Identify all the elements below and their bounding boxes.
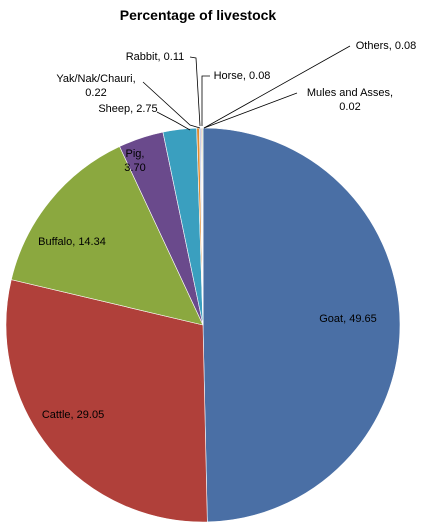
slice-label-buffalo: Buffalo, 14.34 [38,236,106,248]
slice-label-horse: Horse, 0.08 [214,70,271,82]
leader-line-mules-and-asses [203,92,298,129]
slice-label-mules-and-asses: Mules and Asses, 0.02 [307,87,393,113]
slice-label-yak-nak-chauri: Yak/Nak/Chauri, 0.22 [56,73,135,99]
pie-slice-buffalo [10,146,204,326]
slice-label-rabbit: Rabbit, 0.11 [126,51,185,63]
leader-line-horse [201,75,210,126]
leader-lines [142,45,351,131]
slice-label-others: Others, 0.08 [356,40,417,52]
slice-label-pig: Pig, 3.70 [124,148,145,174]
leader-line-sheep [156,111,191,131]
slice-label-cattle: Cattle, 29.05 [42,409,104,421]
leader-line-rabbit [189,56,201,127]
slice-label-sheep: Sheep, 2.75 [98,103,157,115]
slice-label-goat: Goat, 49.65 [319,313,377,325]
leader-line-yak-nak-chauri [142,81,201,129]
leader-line-others [203,45,351,129]
slice-labels: Goat, 49.65 Cattle, 29.05 Buffalo, 14.34 Pi… [38,40,416,421]
pie-slices [5,127,401,523]
chart-title: Percentage of livestock [120,7,277,23]
pie-slice-cattle [5,279,208,523]
pie-slice-goat [202,127,401,523]
